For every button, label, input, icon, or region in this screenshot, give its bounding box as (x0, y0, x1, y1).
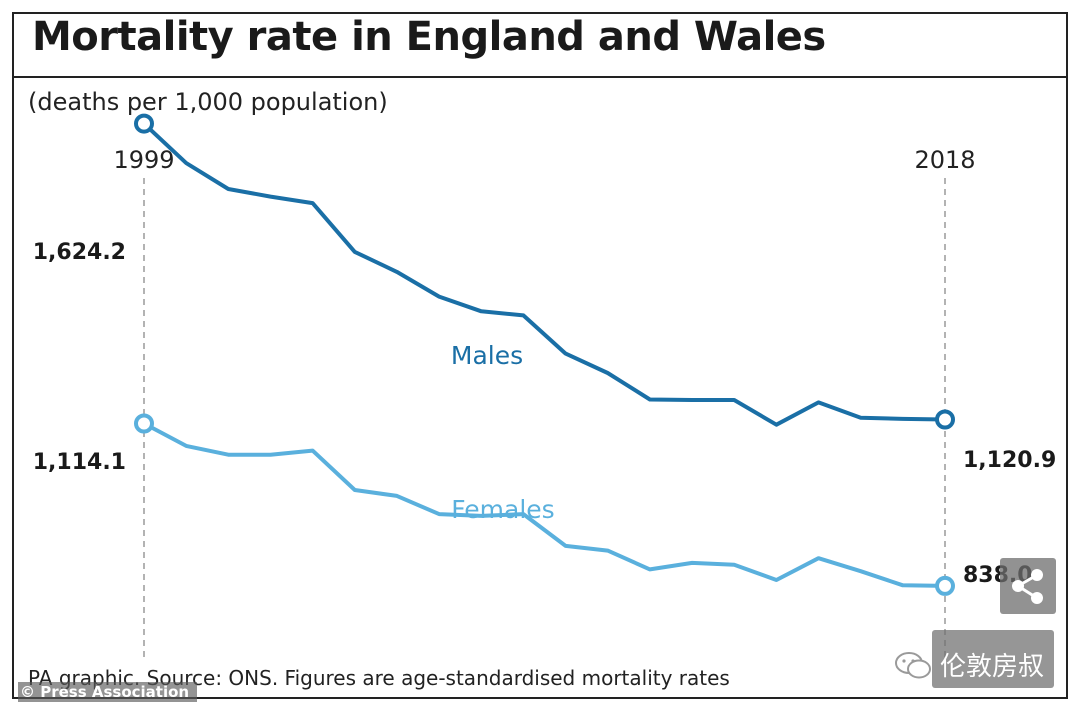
males-end-marker (935, 409, 955, 430)
watermark-text: 伦敦房叔 (940, 652, 1045, 682)
share-icon (1012, 569, 1043, 604)
share-button[interactable] (1000, 558, 1056, 614)
males-start-marker (134, 113, 154, 134)
females-start-value: 1,114.1 (33, 450, 126, 475)
males-start-value: 1,624.2 (33, 240, 126, 265)
females-series-label: Females (451, 495, 554, 524)
watermark-box (932, 630, 1054, 688)
males-series-label: Males (451, 341, 523, 370)
wechat-logo-icon (895, 652, 931, 679)
males-series-line (142, 122, 946, 427)
females-series-line (143, 421, 946, 588)
females-end-marker (935, 575, 955, 596)
x-start-label: 1999 (113, 146, 174, 174)
females-start-marker (134, 413, 154, 434)
chart-title: Mortality rate in England and Wales (32, 14, 826, 60)
title-rule (12, 76, 1068, 78)
males-end-value: 1,120.9 (963, 448, 1056, 473)
x-end-label: 2018 (914, 146, 975, 174)
press-credit: © Press Association (18, 682, 198, 702)
chart-frame (12, 12, 1068, 699)
chart-subtitle: (deaths per 1,000 population) (28, 88, 388, 116)
